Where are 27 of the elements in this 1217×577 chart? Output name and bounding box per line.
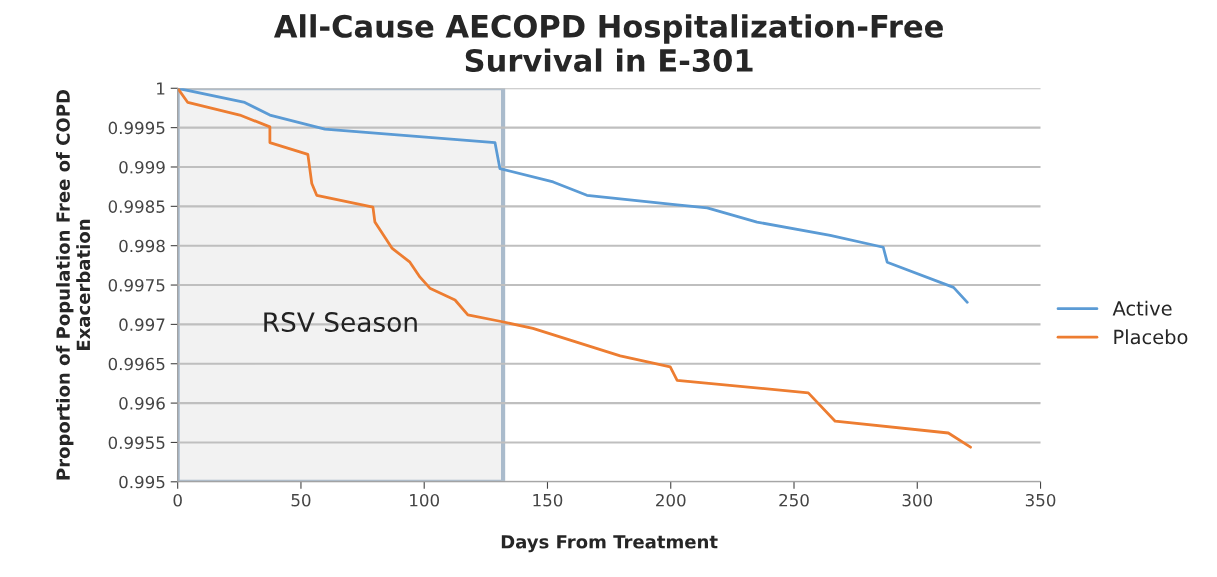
y-tick-label: 0.9995: [108, 121, 165, 135]
x-tick-label: 200: [656, 493, 686, 507]
band-label: RSV Season: [264, 312, 417, 333]
legend-label: Placebo: [1114, 329, 1188, 345]
x-tick-label: 300: [902, 493, 933, 507]
chart-title: All-Cause AECOPD Hospitalization-Free Survival in E-301: [273, 14, 943, 73]
y-tick-label: 0.9965: [108, 357, 165, 371]
y-tick-label: 0.9975: [108, 279, 165, 292]
y-tick-label: 0.999: [119, 160, 165, 174]
x-tick-label: 0: [173, 493, 182, 507]
x-axis-title: Days From Treatment: [501, 535, 718, 553]
x-tick-label: 350: [1025, 493, 1056, 507]
line-series: [177, 88, 969, 304]
y-tick-label: 0.997: [119, 318, 165, 331]
y-axis-title: Proportion of Population Free of COPD Exacerbation: [55, 89, 91, 480]
x-tick-label: 50: [291, 493, 311, 507]
y-tick-label: 0.998: [119, 239, 165, 253]
y-tick-label: 0.9955: [108, 436, 165, 450]
x-tick-label: 250: [779, 493, 809, 507]
y-tick-label: 0.996: [119, 397, 165, 410]
legend-label: Active: [1112, 300, 1172, 316]
y-tick-label: 0.9985: [108, 200, 165, 213]
x-tick-label: 150: [533, 493, 563, 507]
y-tick-label: 0.995: [119, 475, 165, 489]
y-tick-label: 1: [157, 82, 165, 95]
line-series: [177, 88, 972, 449]
x-tick-label: 100: [410, 493, 440, 507]
